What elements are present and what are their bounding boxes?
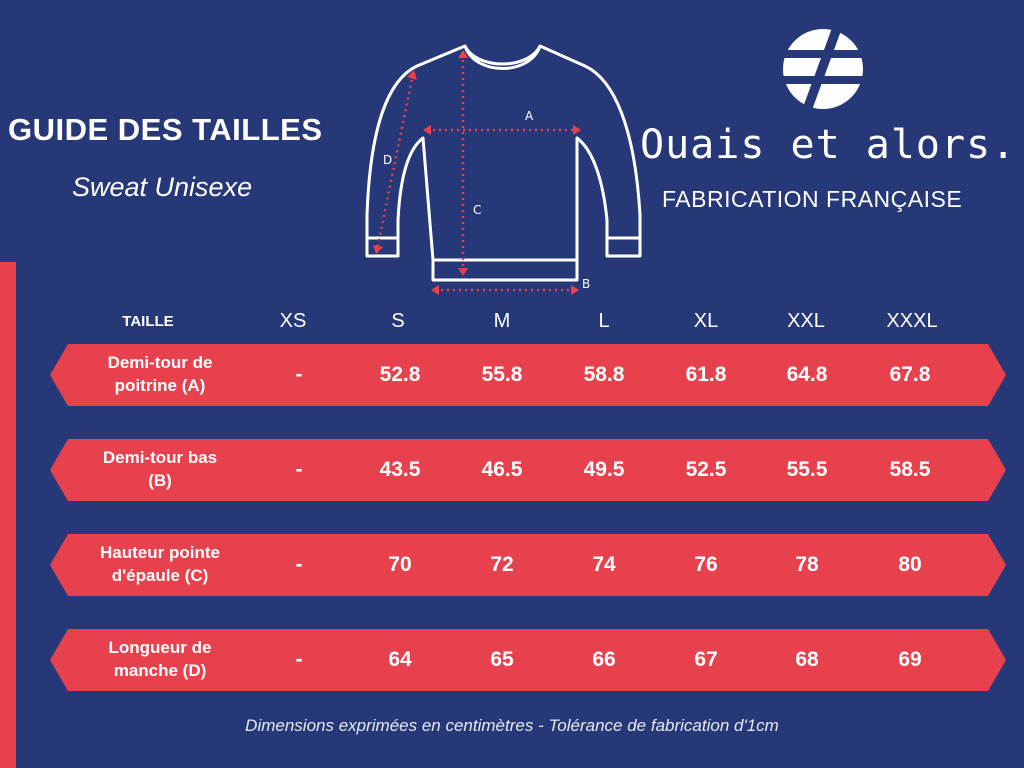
cell-xs: - — [295, 553, 303, 576]
cell-xxl: 55.5 — [786, 458, 828, 481]
row-banner — [50, 439, 1006, 501]
row-banner — [50, 629, 1006, 691]
label-c: C — [473, 203, 481, 217]
size-header-m: M — [493, 310, 511, 332]
cell-m: 55.8 — [481, 363, 523, 386]
row-label: Demi-tour de poitrine (A) — [107, 353, 213, 395]
arrow-c-top — [458, 50, 468, 58]
left-accent-bar — [0, 262, 16, 768]
cell-xl: 52.5 — [685, 458, 727, 481]
footnote: Dimensions exprimées en centimètres - To… — [245, 716, 779, 735]
arrow-b-right — [571, 285, 579, 295]
brand-tagline: FABRICATION FRANÇAISE — [662, 186, 963, 212]
label-b: B — [582, 277, 590, 291]
size-header-xl: XL — [693, 310, 719, 332]
cell-m: 46.5 — [481, 458, 523, 481]
cell-xxxl: 58.5 — [889, 458, 931, 481]
arrow-b-left — [431, 285, 439, 295]
slashed-circle-logo-icon — [782, 28, 864, 110]
arrow-a-left — [423, 125, 431, 135]
cell-m: 65 — [490, 648, 514, 671]
sweater-diagram: A B C D — [365, 44, 642, 295]
cell-xxxl: 80 — [898, 553, 922, 576]
row-label: Hauteur pointe d'épaule (C) — [100, 543, 220, 585]
cell-xl: 76 — [694, 553, 718, 576]
cell-l: 74 — [592, 553, 616, 576]
cell-xl: 61.8 — [685, 363, 727, 386]
cell-xxxl: 67.8 — [889, 363, 931, 386]
size-header-xxxl: XXXL — [886, 310, 938, 332]
cell-m: 72 — [490, 553, 514, 576]
sweater-outline — [365, 44, 642, 282]
arrow-c-bottom — [458, 268, 468, 276]
page-title: GUIDE DES TAILLES — [8, 112, 323, 147]
label-d: D — [383, 153, 392, 167]
page-subtitle: Sweat Unisexe — [72, 172, 253, 202]
row-banner — [50, 534, 1006, 596]
cell-xxxl: 69 — [898, 648, 922, 671]
arrow-d-top — [407, 70, 417, 80]
table-row: Hauteur pointe d'épaule (C) - 70 72 74 76… — [50, 534, 1006, 596]
size-header-label: TAILLE — [122, 313, 174, 330]
cell-xl: 67 — [694, 648, 718, 671]
size-header-xxl: XXL — [787, 310, 825, 332]
cell-xs: - — [295, 648, 303, 671]
row-label: Longueur de manche (D) — [108, 638, 212, 680]
table-row: Longueur de manche (D) - 64 65 66 67 68 6… — [50, 629, 1006, 691]
cell-s: 64 — [388, 648, 412, 671]
cell-s: 43.5 — [379, 458, 421, 481]
row-banner — [50, 344, 1006, 406]
table-row: Demi-tour bas (B) - 43.5 46.5 49.5 52.5 5… — [50, 439, 1006, 501]
cell-xxl: 78 — [795, 553, 819, 576]
cell-s: 52.8 — [379, 363, 421, 386]
neckline — [463, 45, 542, 66]
size-header-l: L — [598, 310, 610, 332]
table-row: Demi-tour de poitrine (A) - 52.8 55.8 58.… — [50, 344, 1006, 406]
cell-l: 66 — [592, 648, 616, 671]
cell-xxl: 68 — [795, 648, 819, 671]
cell-l: 58.8 — [583, 363, 625, 386]
arrow-a-right — [573, 125, 581, 135]
cell-s: 70 — [388, 553, 412, 576]
label-a: A — [525, 109, 534, 123]
arrow-d-bottom — [373, 245, 383, 254]
size-header-s: S — [391, 310, 405, 332]
cell-xxl: 64.8 — [786, 363, 828, 386]
cell-xs: - — [295, 458, 303, 481]
row-label: Demi-tour bas (B) — [102, 448, 218, 490]
cell-xs: - — [295, 363, 303, 386]
size-header-xs: XS — [279, 310, 307, 332]
cell-l: 49.5 — [583, 458, 625, 481]
brand-name: Ouais et alors. — [640, 122, 1017, 168]
